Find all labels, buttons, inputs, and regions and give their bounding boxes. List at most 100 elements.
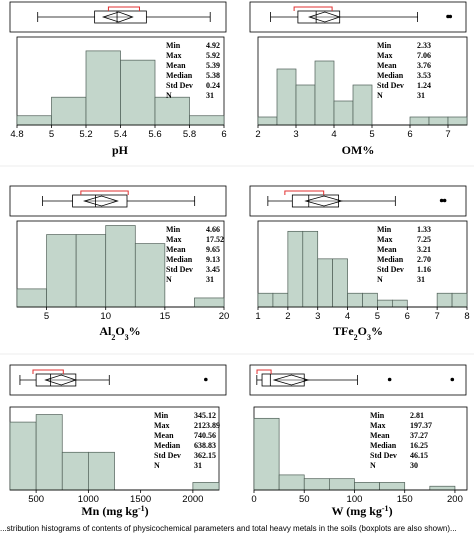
x-axis-title: Al2O3% [99,324,140,342]
x-tick-label: 50 [299,494,310,505]
panels-group: 4.8 5 5.2 5.4 5.6 5.8 6 pH Min 4.92 Max 5.92 Mean 5.3… [9,1,470,518]
stat-label: N [166,91,172,100]
stat-label: Std Dev [377,265,404,274]
x-axis-title: pH [112,143,129,157]
stat-label: Std Dev [166,81,193,90]
shortest-half-bracket [32,369,64,374]
stat-value: 46.15 [410,451,428,460]
chart-panel-6: 0 50 100 150 200 W (mg kg-1) Min 2.81 Max 197.37 M… [249,364,468,518]
histogram-bar [61,451,89,491]
histogram-bar [287,230,304,308]
histogram-bar [362,292,378,308]
stat-label: Min [166,225,181,234]
chart-panel-5: 500 1000 1500 2000 Mn (mg kg-1) Min 345.12 Max 2… [9,364,227,518]
x-tick-label: 2 [255,129,260,140]
stat-label: Max [377,235,393,244]
histogram-bar [409,116,430,126]
stat-value: 3.76 [417,61,431,70]
x-tick-label: 5.6 [148,129,161,140]
x-tick-label: 6 [405,311,410,322]
stat-value: 345.12 [194,411,216,420]
stat-value: 30 [410,461,418,470]
x-axis-title: TFe2O3% [333,324,383,342]
stat-value: 1.16 [417,265,431,274]
stat-label: Median [166,255,193,264]
x-tick-label: 4 [331,129,336,140]
x-tick-label: 5.2 [79,129,92,140]
stat-label: Min [377,41,392,50]
histogram-bar [154,96,190,126]
stat-label: Mean [166,245,186,254]
histogram-bar [192,482,220,491]
stat-value: 9.65 [206,245,220,254]
histogram-bar [16,115,52,126]
shortest-half-bracket [256,369,272,374]
histogram-bar [347,292,363,308]
stat-value: 9.13 [206,255,220,264]
stat-label: Mean [370,431,390,440]
histogram-bar [303,478,330,491]
chart-panel-4: 1 2 3 4 5 6 7 8 TFe2O3% Min 1.33 Max 7.25 Mean 3.21 Med… [249,185,470,342]
stat-label: Max [166,51,182,60]
stat-value: 197.37 [410,421,432,430]
x-tick-label: 5 [44,311,49,322]
stat-value: 4.92 [206,41,220,50]
stat-label: Mean [377,61,397,70]
stat-value: 3.45 [206,265,220,274]
histogram-bar [295,84,316,126]
histogram-bar [134,243,166,308]
stat-label: Std Dev [166,265,193,274]
histogram-bar [317,258,333,308]
chart-panel-3: 5 10 15 20 Al2O3% Min 4.66 Max 17.52 Mean 9.65 Medi… [9,185,230,342]
stat-label: Mean [377,245,397,254]
stat-label: Min [370,411,385,420]
histogram-bar [302,230,319,308]
x-tick-label: 1000 [78,494,99,505]
stat-label: Mean [166,61,186,70]
stat-label: Max [166,235,182,244]
histogram-bar [253,417,280,491]
x-tick-label: 3 [315,311,320,322]
histogram-bar [46,234,77,308]
histogram-bar [16,288,47,308]
x-tick-label: 1 [255,311,260,322]
histogram-bar [447,116,468,126]
stat-value: 5.38 [206,71,220,80]
stat-value: 4.66 [206,225,220,234]
histogram-bar [257,292,274,308]
x-tick-label: 10 [100,311,111,322]
stat-value: 362.15 [194,451,216,460]
histogram-bar [429,485,456,491]
histogram-bar [35,414,63,491]
x-tick-label: 20 [219,311,230,322]
shortest-half-bracket [293,6,333,11]
stat-label: Min [166,41,181,50]
stat-value: 31 [206,275,214,284]
histogram-bar [377,299,393,308]
stat-value: 1.33 [417,225,431,234]
stat-label: Std Dev [370,451,397,460]
histogram-bar [333,100,354,126]
figure-caption: ...stribution histograms of contents of … [0,524,457,533]
x-axis-title: OM% [342,143,375,157]
stat-value: 7.25 [417,235,431,244]
stat-label: Min [377,225,392,234]
stat-label: Std Dev [377,81,404,90]
stat-label: Median [370,441,397,450]
histogram-bar [272,292,289,308]
outlier-point-1 [439,198,444,203]
histogram-bar [105,225,136,308]
histogram-bar [120,59,156,126]
shortest-half-bracket [284,190,325,195]
histogram-bar [428,116,449,126]
histogram-bar [257,116,278,126]
x-tick-label: 7 [445,129,450,140]
histogram-bar [314,60,335,126]
x-tick-label: 150 [397,494,413,505]
stat-label: N [377,91,383,100]
x-tick-label: 3 [293,129,298,140]
outlier-point-1 [387,377,392,382]
stat-label: Max [154,421,170,430]
shortest-half-bracket [107,6,140,11]
stat-value: 17.52 [206,235,224,244]
